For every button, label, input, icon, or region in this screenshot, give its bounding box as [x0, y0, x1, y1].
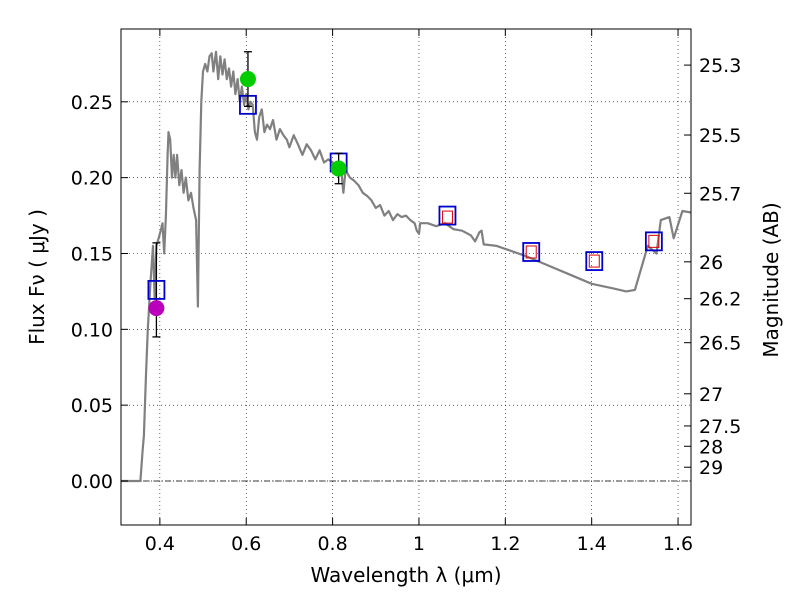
- data-point-square-small: [525, 245, 537, 259]
- y-tick-labels: 0.00 0.05 0.10 0.15 0.20 0.25: [71, 92, 113, 493]
- plot-background: [121, 29, 691, 525]
- right-tick-label: 25.5: [699, 125, 741, 147]
- y-tick-label: 0.25: [71, 92, 113, 114]
- right-tick-label: 29: [699, 457, 723, 479]
- data-point-square: [644, 231, 663, 252]
- data-point-circle: [239, 71, 256, 88]
- data-point-square: [147, 279, 166, 300]
- data-point-square: [522, 242, 541, 262]
- x-tick-label: 1.2: [490, 533, 520, 555]
- axis-ticks: [121, 29, 691, 525]
- x-axis-label: Wavelength λ (μm): [310, 563, 501, 587]
- right-tick-label: 27: [699, 384, 723, 406]
- x-tick-label: 0.4: [145, 533, 175, 555]
- data-point-circle: [148, 300, 165, 317]
- grid-lines: [121, 29, 691, 525]
- data-point-square: [585, 251, 604, 271]
- x-tick-label: 1.6: [663, 533, 693, 555]
- data-point-square-small: [648, 234, 660, 248]
- right-tick-label: 26.5: [699, 333, 741, 355]
- plot-frame: [120, 28, 692, 526]
- x-tick-label: 1: [413, 533, 425, 555]
- right-tick-label: 26.2: [699, 289, 741, 311]
- data-point-square: [438, 205, 457, 226]
- x-tick-labels: 0.4 0.6 0.8 1 1.2 1.4 1.6: [145, 533, 693, 555]
- data-point-circle: [330, 160, 347, 177]
- right-axis-label: Magnitude (AB): [759, 202, 783, 357]
- sed-model-line: [121, 50, 692, 483]
- y-tick-label: 0.15: [71, 243, 113, 265]
- x-tick-label: 1.4: [577, 533, 607, 555]
- x-tick-label: 0.8: [317, 533, 347, 555]
- data-point-square-small: [441, 210, 453, 224]
- right-tick-label: 27.5: [699, 416, 741, 438]
- x-tick-label: 0.6: [231, 533, 261, 555]
- y-tick-label: 0.20: [71, 168, 113, 190]
- y-tick-label: 0.05: [71, 395, 113, 417]
- sed-model-curve: [121, 50, 692, 483]
- right-tick-label: 26: [699, 252, 723, 274]
- right-tick-label: 25.7: [699, 183, 741, 205]
- right-tick-label: 25.3: [699, 55, 741, 77]
- photometry-markers: [147, 51, 663, 338]
- y-tick-label: 0.00: [71, 471, 113, 493]
- right-tick-label: 28: [699, 436, 723, 458]
- y-axis-label: Flux Fν ( μJy ): [25, 209, 49, 345]
- y-tick-label: 0.10: [71, 319, 113, 341]
- data-point-square-small: [588, 254, 600, 268]
